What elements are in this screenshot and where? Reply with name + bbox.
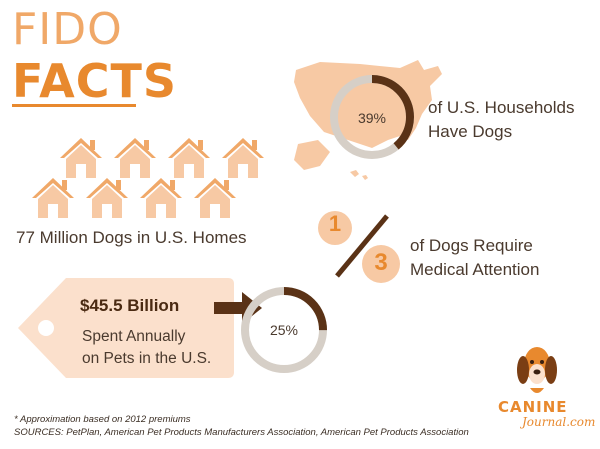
- house-icon: [114, 138, 156, 178]
- fraction-numerator: 1: [328, 211, 342, 236]
- fraction-denominator: 3: [374, 249, 388, 276]
- spending-donut-arc: [241, 287, 327, 373]
- house-icon: [60, 138, 102, 178]
- homes-text: 77 Million Dogs in U.S. Homes: [16, 228, 247, 247]
- spending-text-line1: Spent Annually: [82, 328, 186, 345]
- medical-text-line1: of Dogs Require: [410, 236, 533, 255]
- spending-donut: [241, 287, 327, 373]
- households-text-line1: of U.S. Households: [428, 98, 575, 117]
- title-facts: FACTS: [12, 54, 178, 108]
- footnote-line1: * Approximation based on 2012 premiums: [14, 414, 191, 425]
- spending-amount: $45.5 Billion: [80, 296, 180, 315]
- house-icon: [86, 178, 128, 218]
- medical-text-line2: Medical Attention: [410, 260, 540, 279]
- house-icon: [168, 138, 210, 178]
- households-text-line2: Have Dogs: [428, 122, 513, 141]
- house-icon: [194, 178, 236, 218]
- title-fido: FIDO: [12, 4, 123, 55]
- households-percent: 39%: [357, 110, 387, 126]
- spending-text-line2: on Pets in the U.S.: [82, 350, 212, 367]
- fraction-graphic: [318, 211, 400, 283]
- house-icon: [222, 138, 264, 178]
- households-donut-arc: [330, 75, 414, 159]
- price-tag-icon: [18, 278, 234, 378]
- brand-name: CANINE: [498, 398, 568, 416]
- footnote-sources: SOURCES: PetPlan, American Pet Products …: [14, 427, 469, 438]
- title-underline: [12, 104, 136, 107]
- households-donut: [330, 75, 414, 159]
- spending-percent: 25%: [269, 322, 299, 338]
- house-icon: [140, 178, 182, 218]
- house-icon: [32, 178, 74, 218]
- brand-sub: Journal.com: [522, 415, 596, 429]
- basset-hound-logo-icon: [517, 347, 557, 393]
